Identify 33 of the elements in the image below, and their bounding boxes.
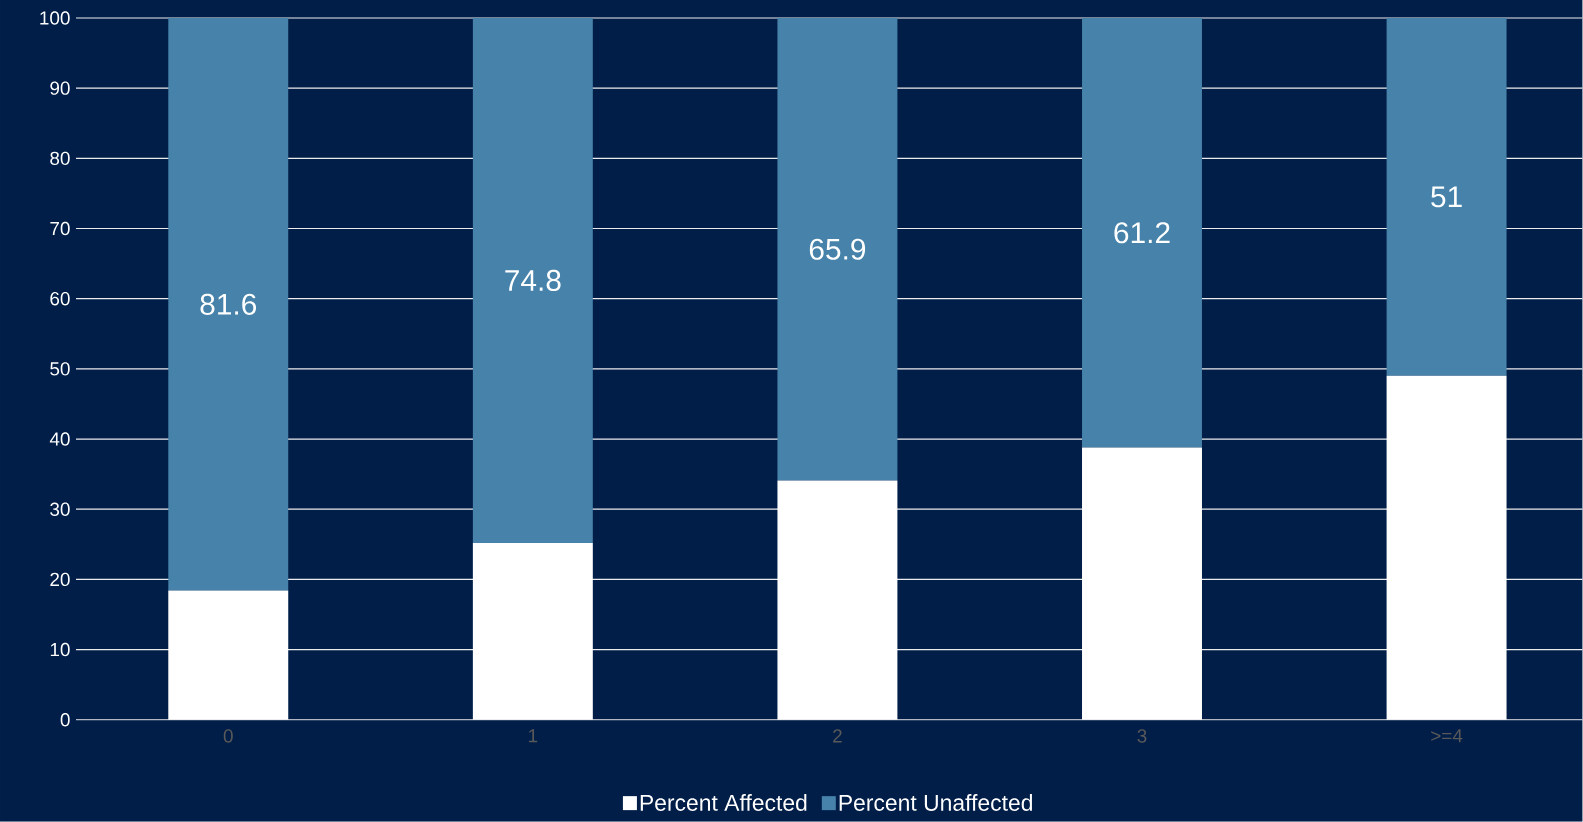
y-tick-label: 100 — [40, 11, 70, 25]
data-label: 74.8 — [505, 270, 561, 292]
y-tick-label: 30 — [50, 502, 70, 517]
bar — [472, 18, 593, 544]
y-tick-label: 40 — [49, 432, 70, 446]
y-tick-label: 70 — [50, 221, 70, 236]
bar — [1082, 18, 1202, 448]
x-tick-label: 2 — [833, 729, 842, 743]
legend-label: Percent Unaffected — [839, 794, 1032, 812]
bar — [777, 480, 898, 720]
data-label: 65.9 — [809, 238, 866, 260]
bar — [1386, 376, 1507, 720]
data-label: 61.2 — [1114, 222, 1170, 244]
bar — [472, 543, 593, 720]
y-tick-label: 0 — [60, 713, 70, 727]
x-tick-label: 1 — [529, 729, 538, 743]
y-tick-label: 50 — [50, 362, 70, 376]
bar — [168, 18, 289, 591]
y-tick-label: 60 — [50, 292, 70, 306]
bar — [1386, 18, 1507, 377]
y-tick-label: 90 — [50, 81, 70, 96]
data-label: 51 — [1431, 186, 1462, 208]
bar — [1082, 447, 1202, 720]
x-tick-label: >=4 — [1431, 729, 1463, 743]
legend-label: Percent Affected — [640, 794, 807, 812]
y-tick-label: 20 — [50, 572, 70, 587]
bar — [777, 18, 898, 481]
x-tick-label: 0 — [223, 729, 233, 743]
x-tick-label: 3 — [1137, 729, 1147, 743]
y-tick-label: 80 — [50, 151, 70, 166]
y-tick-label: 10 — [50, 643, 70, 657]
bar — [168, 590, 289, 720]
data-label: 81.6 — [200, 293, 257, 316]
